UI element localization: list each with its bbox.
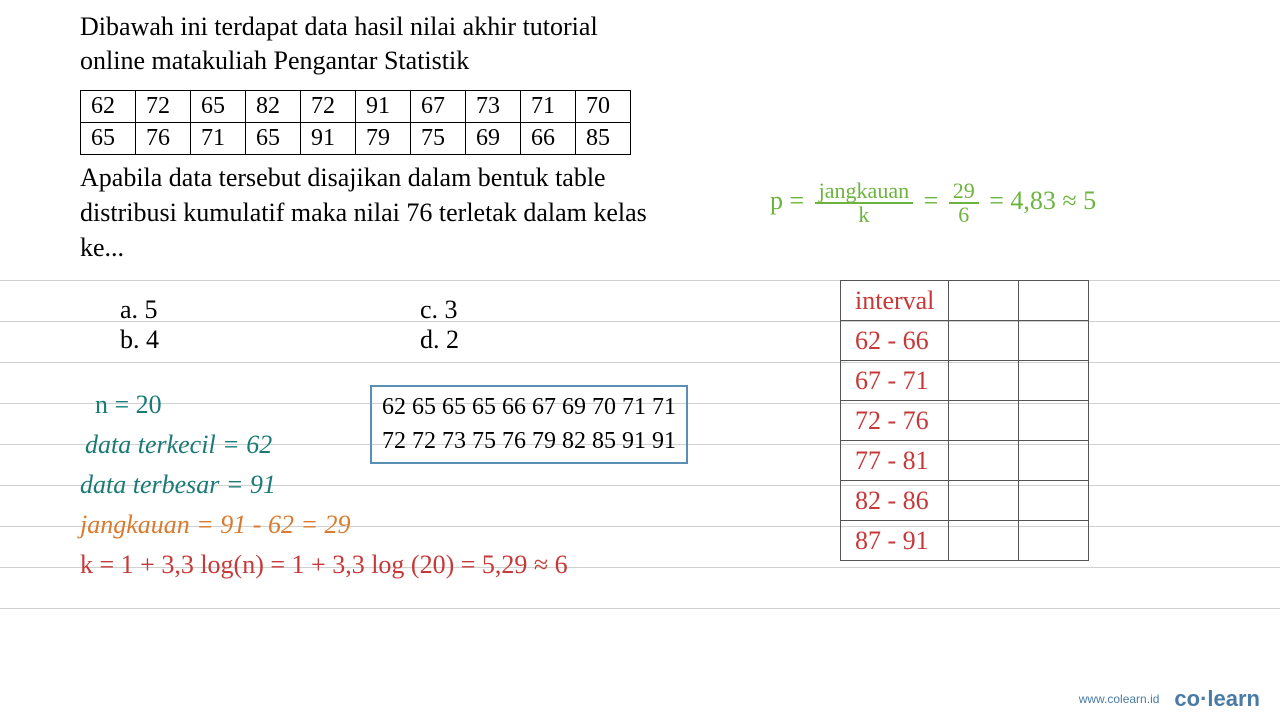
p-result: = 4,83 ≈ 5 xyxy=(989,186,1096,215)
sorted-line: 62 65 65 65 66 67 69 70 71 71 xyxy=(382,391,676,425)
option-b: b. 4 xyxy=(120,325,420,355)
p-prefix: p = xyxy=(770,186,811,215)
interval-cell: 62 - 66 xyxy=(841,321,949,361)
interval-cell: 72 - 76 xyxy=(841,401,949,441)
interval-cell: 77 - 81 xyxy=(841,441,949,481)
work-max: data terbesar = 91 xyxy=(80,470,276,500)
empty-cell xyxy=(1019,281,1089,321)
data-cell: 67 xyxy=(411,91,466,123)
interval-cell: 87 - 91 xyxy=(841,521,949,561)
frac-denominator: 6 xyxy=(954,204,973,226)
option-c: c. 3 xyxy=(420,295,458,325)
question-prompt: Apabila data tersebut disajikan dalam be… xyxy=(80,160,660,265)
table-row: 62 72 65 82 72 91 67 73 71 70 xyxy=(81,91,631,123)
empty-cell xyxy=(949,361,1019,401)
sorted-data-box: 62 65 65 65 66 67 69 70 71 71 72 72 73 7… xyxy=(370,385,688,464)
fraction-1: jangkauan k xyxy=(815,180,913,226)
data-cell: 65 xyxy=(191,91,246,123)
work-k: k = 1 + 3,3 log(n) = 1 + 3,3 log (20) = … xyxy=(80,550,568,580)
data-cell: 65 xyxy=(81,123,136,155)
data-cell: 79 xyxy=(356,123,411,155)
empty-cell xyxy=(949,321,1019,361)
data-cell: 91 xyxy=(356,91,411,123)
data-cell: 72 xyxy=(136,91,191,123)
empty-cell xyxy=(1019,481,1089,521)
work-min: data terkecil = 62 xyxy=(85,430,272,460)
sorted-line: 72 72 73 75 76 79 82 85 91 91 xyxy=(382,425,676,459)
empty-cell xyxy=(1019,441,1089,481)
data-cell: 75 xyxy=(411,123,466,155)
footer-logo: co·learn xyxy=(1174,686,1260,712)
table-row: 82 - 86 xyxy=(841,481,1089,521)
empty-cell xyxy=(949,441,1019,481)
empty-cell xyxy=(949,401,1019,441)
data-cell: 62 xyxy=(81,91,136,123)
data-cell: 66 xyxy=(521,123,576,155)
data-cell: 76 xyxy=(136,123,191,155)
data-cell: 91 xyxy=(301,123,356,155)
data-cell: 69 xyxy=(466,123,521,155)
table-row: 65 76 71 65 91 79 75 69 66 85 xyxy=(81,123,631,155)
empty-cell xyxy=(949,281,1019,321)
table-row: 72 - 76 xyxy=(841,401,1089,441)
data-cell: 85 xyxy=(576,123,631,155)
work-p: p = jangkauan k = 29 6 = 4,83 ≈ 5 xyxy=(770,180,1096,226)
data-cell: 71 xyxy=(521,91,576,123)
frac-numerator: jangkauan xyxy=(815,180,913,204)
empty-cell xyxy=(1019,521,1089,561)
frac-denominator: k xyxy=(854,204,873,226)
table-row: 62 - 66 xyxy=(841,321,1089,361)
empty-cell xyxy=(1019,401,1089,441)
option-a: a. 5 xyxy=(120,295,420,325)
table-row: 87 - 91 xyxy=(841,521,1089,561)
data-cell: 82 xyxy=(246,91,301,123)
data-cell: 65 xyxy=(246,123,301,155)
footer: www.colearn.id co·learn xyxy=(1079,686,1260,712)
data-table: 62 72 65 82 72 91 67 73 71 70 65 76 71 6… xyxy=(80,90,631,155)
option-d: d. 2 xyxy=(420,325,459,355)
frac-numerator: 29 xyxy=(949,180,979,204)
interval-cell: 82 - 86 xyxy=(841,481,949,521)
data-cell: 73 xyxy=(466,91,521,123)
fraction-2: 29 6 xyxy=(949,180,979,226)
answer-options: a. 5 c. 3 b. 4 d. 2 xyxy=(120,295,459,355)
data-cell: 72 xyxy=(301,91,356,123)
p-equals: = xyxy=(924,186,945,215)
empty-cell xyxy=(949,481,1019,521)
interval-cell: 67 - 71 xyxy=(841,361,949,401)
question-intro: Dibawah ini terdapat data hasil nilai ak… xyxy=(80,10,660,78)
table-row: 77 - 81 xyxy=(841,441,1089,481)
table-row: interval xyxy=(841,281,1089,321)
work-range: jangkauan = 91 - 62 = 29 xyxy=(80,510,351,540)
data-cell: 71 xyxy=(191,123,246,155)
interval-table: interval 62 - 66 67 - 71 72 - 76 77 - 81… xyxy=(840,280,1089,561)
empty-cell xyxy=(1019,321,1089,361)
work-n: n = 20 xyxy=(95,390,162,420)
data-cell: 70 xyxy=(576,91,631,123)
interval-header: interval xyxy=(841,281,949,321)
footer-url: www.colearn.id xyxy=(1079,692,1160,706)
empty-cell xyxy=(949,521,1019,561)
table-row: 67 - 71 xyxy=(841,361,1089,401)
empty-cell xyxy=(1019,361,1089,401)
